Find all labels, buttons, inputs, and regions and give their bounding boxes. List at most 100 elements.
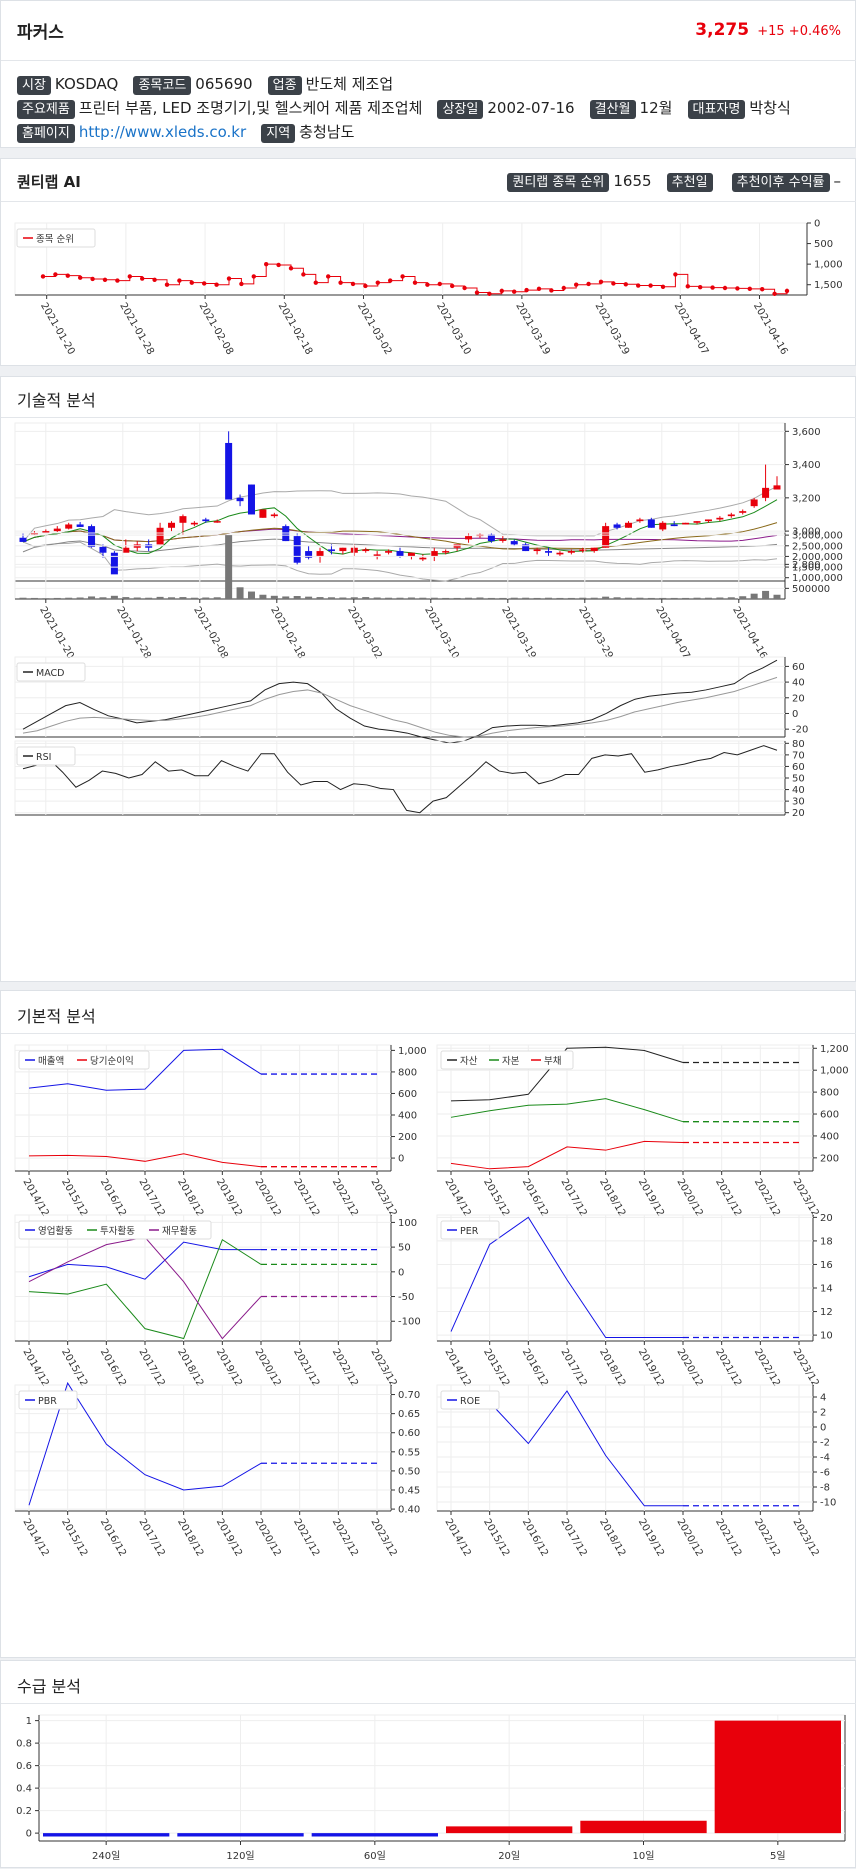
supply-bar [177, 1833, 304, 1837]
volume-bar [293, 596, 301, 599]
candle-body [430, 551, 438, 557]
y-tick-label: 40 [792, 785, 805, 796]
fiscal-value: 12월 [639, 99, 673, 117]
x-tick-label: 2023/12 [368, 1347, 398, 1388]
rank-point [189, 280, 194, 285]
volume-bar [430, 597, 438, 599]
candle-body [213, 521, 221, 523]
volume-bar [385, 597, 393, 599]
x-tick-label: 2021-04-07 [653, 605, 692, 661]
candle-body [419, 557, 427, 560]
x-tick-label: 2021-01-20 [38, 301, 77, 357]
candle-body [670, 524, 678, 527]
stock-price: 3,275 [695, 20, 750, 40]
candle-body [579, 549, 587, 552]
y-tick-label: 1,000 [398, 1046, 427, 1057]
y-tick-label: 50 [398, 1243, 411, 1254]
rank-point [586, 281, 591, 287]
y-tick-label: 200 [820, 1153, 839, 1164]
industry-tag: 업종 [267, 76, 302, 95]
info-row-2: 주요제품 프린터 부품, LED 조명기기,및 헬스케어 제품 제조업체 상장일 2… [17, 97, 791, 119]
ceo-tag: 대표자명 [687, 100, 746, 119]
volume-bar [179, 597, 187, 599]
x-tick-label: 2021-02-18 [268, 605, 307, 661]
legend-label: 종목 순위 [36, 233, 74, 245]
tech-charts: 2,800 3,000 3,200 3,400 3,600 5000001,000,000… [14, 422, 843, 819]
volume-bar [30, 597, 38, 599]
volume-bar [567, 597, 575, 599]
x-tick-label: 2021-03-19 [499, 605, 538, 661]
volume-bar [739, 596, 747, 599]
volume-bar [522, 597, 530, 599]
candle-body [773, 485, 781, 490]
y-tick-label: 0.8 [16, 1739, 32, 1750]
candle-body [225, 442, 233, 500]
y-tick-label: -100 [398, 1317, 421, 1328]
volume-bar [259, 594, 267, 599]
series-line [450, 1046, 684, 1102]
rank-point [549, 288, 554, 293]
candle-body [499, 539, 507, 541]
rank-point [722, 285, 728, 291]
volume-bar [373, 597, 381, 599]
candle-body [693, 521, 701, 523]
candle-body [727, 514, 735, 517]
y-tick-label: 4 [820, 1393, 826, 1404]
rank-point [735, 286, 740, 291]
legend-label: 투자활동 [100, 1225, 135, 1237]
rank-point [388, 278, 393, 283]
rank-point [288, 266, 294, 271]
rank-point [375, 280, 380, 285]
rank-point [660, 284, 666, 289]
legend-box [440, 1220, 500, 1240]
y-tick-label: 600 [820, 1110, 839, 1121]
rank-point [710, 285, 715, 290]
volume-bar [42, 598, 50, 599]
x-tick-label: 2017/12 [558, 1177, 588, 1218]
homepage-tag: 홈페이지 [17, 124, 75, 143]
stock-change: +15 [757, 24, 785, 39]
legend-box [440, 1050, 574, 1070]
rank-point [623, 282, 628, 287]
volume-bar [362, 597, 370, 599]
rank-point [437, 281, 442, 287]
y-tick-label: 2,000,000 [792, 552, 843, 563]
candle-body [510, 541, 518, 545]
candle-body [99, 546, 107, 553]
y-tick-label: 0.50 [398, 1466, 420, 1477]
volume-bar [636, 597, 644, 599]
rank-point [698, 284, 703, 290]
x-tick-label: 2021-03-10 [434, 301, 473, 357]
y-tick-label: 18 [820, 1236, 833, 1247]
volume-bar [76, 597, 84, 599]
volume-bar [647, 597, 655, 599]
legend-box [16, 746, 76, 766]
homepage-link[interactable]: http://www.xleds.co.kr [78, 123, 247, 141]
candle-body [716, 517, 724, 520]
volume-bar [19, 597, 27, 599]
x-tick-label: 2016/12 [98, 1347, 128, 1388]
y-tick-label: -50 [398, 1292, 414, 1303]
x-tick-label: 2019/12 [214, 1517, 244, 1558]
y-tick-label: 1,000,000 [792, 573, 843, 584]
code-tag: 종목코드 [133, 76, 192, 95]
x-tick-label: 2018/12 [175, 1347, 205, 1388]
rank-point [326, 274, 331, 279]
candle-body [247, 484, 255, 515]
x-tick-label: 2022/12 [330, 1517, 360, 1558]
rank-point [152, 277, 157, 282]
y-tick-label: 3,400 [792, 460, 821, 471]
y-tick-label: 500 [814, 239, 833, 250]
x-tick-label: 2021-01-28 [114, 605, 153, 661]
rank-point [65, 273, 71, 278]
candle-body [590, 547, 598, 552]
candle-body [659, 522, 667, 530]
legend-label: 영업활동 [38, 1225, 73, 1237]
y-tick-label: 0 [820, 1423, 826, 1434]
listed-tag: 상장일 [437, 100, 484, 119]
x-tick-label: 2021/12 [291, 1517, 321, 1558]
x-tick-label: 2021-01-20 [37, 605, 76, 661]
volume-bar [510, 597, 518, 599]
rank-point [499, 288, 504, 294]
rank-point [53, 272, 58, 277]
